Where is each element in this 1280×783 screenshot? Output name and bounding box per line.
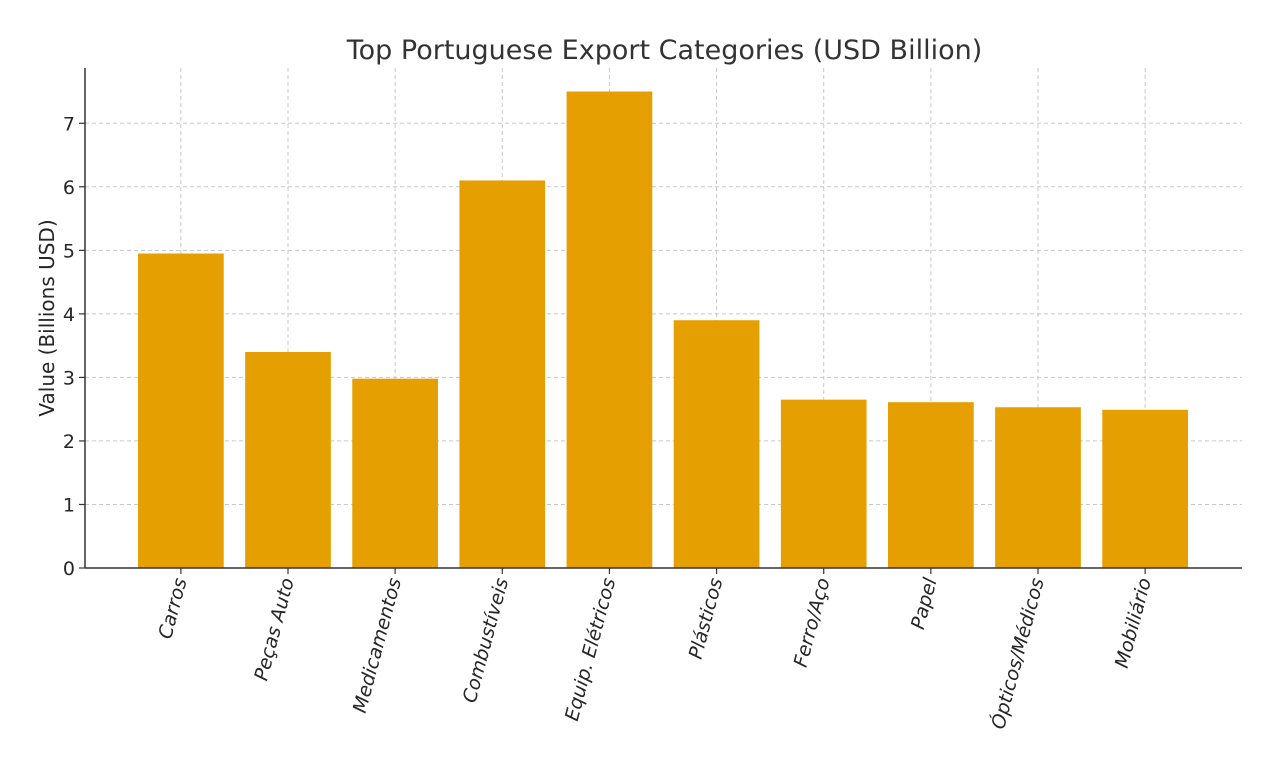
bar-10 bbox=[1102, 409, 1188, 568]
y-tick-label: 3 bbox=[63, 367, 75, 389]
y-tick-label: 5 bbox=[63, 240, 75, 262]
y-tick-label: 2 bbox=[63, 431, 75, 453]
bar-5 bbox=[566, 91, 653, 568]
bar-6 bbox=[673, 320, 760, 568]
x-tick-label: Plásticos bbox=[685, 576, 728, 662]
bar-7 bbox=[780, 399, 867, 568]
x-ticks: Carros Peças Auto Medicamentos Combustíveis… bbox=[154, 568, 1156, 732]
y-tick-label: 7 bbox=[63, 113, 75, 135]
x-tick-label: Papel bbox=[907, 575, 942, 632]
x-tick-label: Equip. Elétricos bbox=[561, 576, 620, 724]
x-tick-label: Carros bbox=[154, 576, 191, 642]
bars bbox=[138, 91, 1188, 569]
bar-9 bbox=[995, 407, 1081, 568]
x-tick-label: Ópticos/Médicos bbox=[985, 575, 1048, 732]
y-tick-label: 6 bbox=[63, 177, 75, 199]
y-ticks: 0 1 2 3 4 5 6 7 bbox=[63, 113, 85, 580]
y-tick-label: 4 bbox=[63, 304, 75, 326]
x-tick-label: Peças Auto bbox=[250, 576, 299, 683]
x-tick-label: Medicamentos bbox=[349, 576, 406, 716]
bar-4 bbox=[459, 180, 546, 569]
bar-3 bbox=[352, 378, 438, 568]
y-tick-label: 0 bbox=[63, 558, 75, 580]
bar-2 bbox=[245, 351, 331, 568]
axes bbox=[84, 68, 1242, 569]
bar-1 bbox=[138, 253, 224, 568]
x-tick-label: Mobiliário bbox=[1111, 576, 1156, 671]
x-tick-label: Combustíveis bbox=[459, 576, 513, 706]
y-axis-label: Value (Billions USD) bbox=[35, 219, 59, 416]
x-tick-label: Ferro/Aço bbox=[790, 576, 835, 670]
y-tick-label: 1 bbox=[63, 494, 75, 516]
chart-title: Top Portuguese Export Categories (USD Bi… bbox=[346, 35, 983, 66]
bar-8 bbox=[888, 402, 974, 568]
